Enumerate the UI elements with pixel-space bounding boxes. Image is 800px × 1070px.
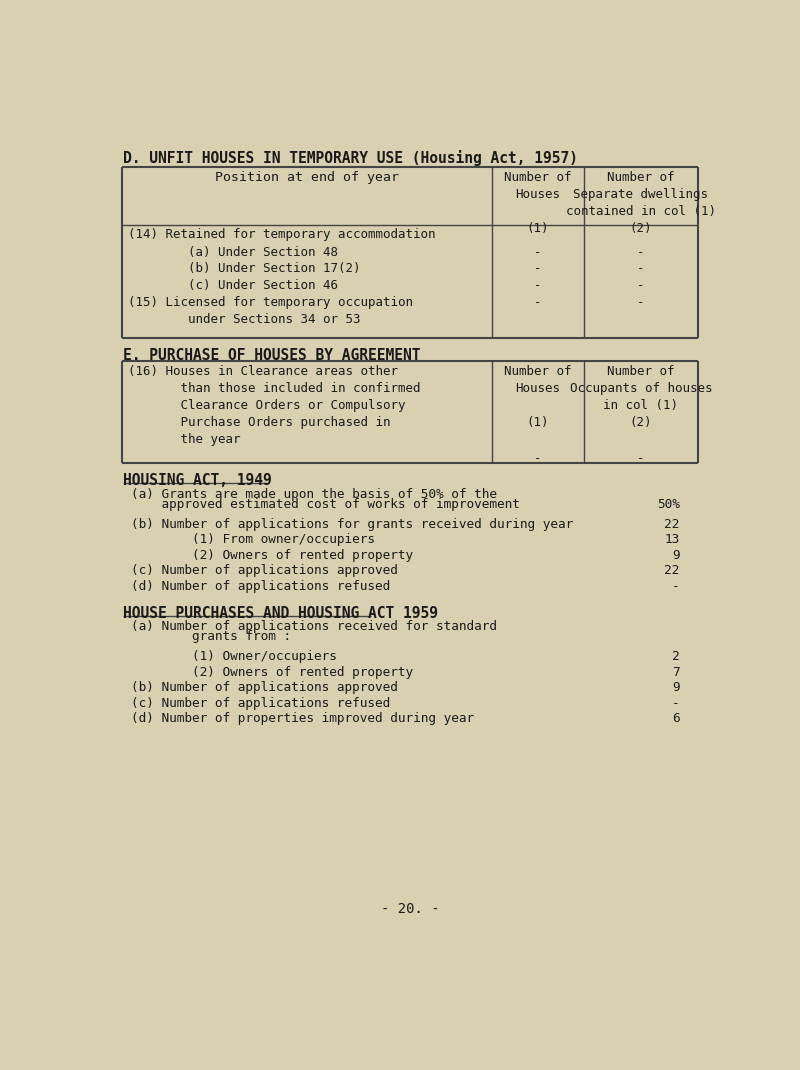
Text: (c) Under Section 46: (c) Under Section 46	[128, 278, 338, 291]
Text: -: -	[534, 262, 542, 275]
Text: -: -	[638, 296, 645, 309]
Text: (2) Owners of rented property: (2) Owners of rented property	[131, 666, 413, 678]
Text: (d) Number of properties improved during year: (d) Number of properties improved during…	[131, 712, 474, 725]
Text: (16) Houses in Clearance areas other
       than those included in confirmed
   : (16) Houses in Clearance areas other tha…	[128, 365, 421, 446]
Text: HOUSING ACT, 1949: HOUSING ACT, 1949	[123, 473, 272, 488]
Text: (a) Under Section 48: (a) Under Section 48	[128, 246, 338, 259]
Text: (d) Number of applications refused: (d) Number of applications refused	[131, 580, 390, 593]
Text: (1) Owner/occupiers: (1) Owner/occupiers	[131, 651, 337, 663]
Text: E. PURCHASE OF HOUSES BY AGREEMENT: E. PURCHASE OF HOUSES BY AGREEMENT	[123, 348, 421, 363]
Text: Number of
Houses

(1): Number of Houses (1)	[504, 365, 572, 429]
Text: (1) From owner/occupiers: (1) From owner/occupiers	[131, 534, 375, 547]
Text: grants from :: grants from :	[131, 630, 291, 643]
Text: - 20. -: - 20. -	[381, 902, 439, 916]
Text: -: -	[534, 452, 542, 464]
Text: Position at end of year: Position at end of year	[215, 171, 399, 184]
Text: -: -	[638, 246, 645, 259]
Text: 2: 2	[672, 651, 680, 663]
Text: (a) Grants are made upon the basis of 50% of the: (a) Grants are made upon the basis of 50…	[131, 488, 497, 501]
Text: Number of
Houses

(1): Number of Houses (1)	[504, 171, 572, 234]
Text: 6: 6	[672, 712, 680, 725]
Text: -: -	[638, 262, 645, 275]
Text: approved estimated cost of works of improvement: approved estimated cost of works of impr…	[131, 498, 520, 511]
Text: -: -	[534, 278, 542, 291]
Text: (b) Number of applications approved: (b) Number of applications approved	[131, 682, 398, 694]
Text: (15) Licensed for temporary occupation
        under Sections 34 or 53: (15) Licensed for temporary occupation u…	[128, 296, 413, 326]
Text: 22: 22	[665, 564, 680, 577]
Text: 9: 9	[672, 549, 680, 562]
Text: -: -	[672, 580, 680, 593]
Text: Number of
Occupants of houses
in col (1)
(2): Number of Occupants of houses in col (1)…	[570, 365, 712, 429]
Text: 7: 7	[672, 666, 680, 678]
Text: Number of
Separate dwellings
contained in col (1)
(2): Number of Separate dwellings contained i…	[566, 171, 716, 234]
Text: (a) Number of applications received for standard: (a) Number of applications received for …	[131, 621, 497, 633]
Text: D. UNFIT HOUSES IN TEMPORARY USE (Housing Act, 1957): D. UNFIT HOUSES IN TEMPORARY USE (Housin…	[123, 150, 578, 166]
Text: (c) Number of applications refused: (c) Number of applications refused	[131, 697, 390, 709]
Text: -: -	[638, 452, 645, 464]
Text: 50%: 50%	[657, 498, 680, 511]
Text: (2) Owners of rented property: (2) Owners of rented property	[131, 549, 413, 562]
Text: -: -	[672, 697, 680, 709]
Text: (14) Retained for temporary accommodation: (14) Retained for temporary accommodatio…	[128, 228, 435, 241]
Text: (b) Number of applications for grants received during year: (b) Number of applications for grants re…	[131, 518, 574, 531]
Text: -: -	[638, 278, 645, 291]
Text: (c) Number of applications approved: (c) Number of applications approved	[131, 564, 398, 577]
Text: HOUSE PURCHASES AND HOUSING ACT 1959: HOUSE PURCHASES AND HOUSING ACT 1959	[123, 606, 438, 621]
Text: 22: 22	[665, 518, 680, 531]
Text: 13: 13	[665, 534, 680, 547]
Text: (b) Under Section 17(2): (b) Under Section 17(2)	[128, 262, 360, 275]
Text: -: -	[534, 246, 542, 259]
Text: -: -	[534, 296, 542, 309]
Text: 9: 9	[672, 682, 680, 694]
